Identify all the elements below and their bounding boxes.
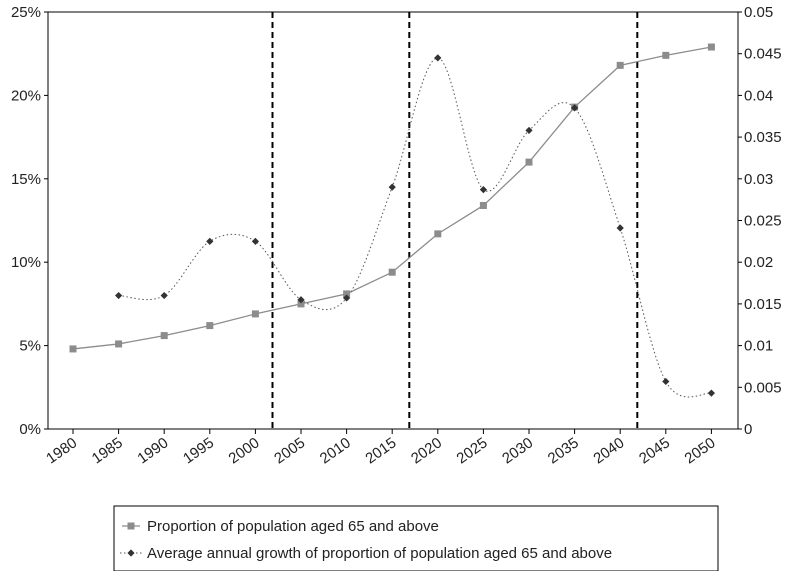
- x-tick-label: 2015: [362, 434, 399, 467]
- series-proportion-marker: [434, 230, 442, 238]
- legend-label-growth: Average annual growth of proportion of p…: [147, 545, 612, 562]
- x-tick-label: 2005: [271, 434, 308, 467]
- x-tick-label: 1990: [134, 434, 171, 467]
- series-growth-marker: [571, 104, 579, 112]
- y-left-tick-label: 10%: [11, 254, 41, 271]
- series-growth-line: [118, 57, 712, 398]
- series-proportion-marker: [388, 268, 396, 276]
- series-growth-marker: [251, 237, 259, 245]
- series-proportion-marker: [69, 345, 77, 353]
- plot-area: 0% 5% 10% 15% 20% 25% 0 0.005 0.01 0.015 0.02 0.025…: [11, 4, 782, 467]
- y-right-tick-label: 0.04: [744, 87, 773, 104]
- x-tick-label: 2040: [590, 434, 627, 467]
- legend-box: [113, 505, 719, 571]
- x-tick-label: 2010: [317, 434, 354, 467]
- x-tick-label: 2000: [226, 434, 263, 467]
- legend-proportion-marker: [127, 522, 135, 530]
- x-tick-label: 2035: [545, 434, 582, 467]
- series-growth-marker: [206, 237, 214, 245]
- series-proportion-marker: [251, 310, 259, 318]
- series-proportion-marker: [479, 201, 487, 209]
- y-right-tick-label: 0.025: [744, 213, 782, 230]
- series-proportion-marker: [662, 51, 670, 59]
- y-left-tick-label: 0%: [19, 421, 41, 438]
- series-growth-marker: [297, 296, 305, 304]
- y-left-tick-label: 20%: [11, 87, 41, 104]
- x-tick-label: 2020: [408, 434, 445, 467]
- y-left-tick-label: 5%: [19, 338, 41, 355]
- series-growth-marker: [616, 224, 624, 232]
- series-proportion-marker: [343, 290, 351, 298]
- y-left-tick-label: 25%: [11, 4, 41, 21]
- series-proportion-marker: [297, 300, 305, 308]
- series-proportion-marker: [115, 340, 123, 348]
- series-proportion-marker: [707, 43, 715, 51]
- legend: Proportion of population aged 65 and abo…: [113, 505, 719, 571]
- x-tick-label: 2030: [499, 434, 536, 467]
- series-proportion-marker: [616, 61, 624, 69]
- legend-growth-marker: [127, 549, 135, 557]
- series-growth-marker: [707, 389, 715, 397]
- x-tick-label: 1980: [43, 434, 80, 467]
- x-tick-label: 1995: [180, 434, 217, 467]
- x-tick-label: 1985: [89, 434, 126, 467]
- series-growth-marker: [343, 294, 351, 302]
- y-right-tick-label: 0.015: [744, 296, 782, 313]
- series-growth-marker: [662, 377, 670, 386]
- y-right-tick-label: 0.035: [744, 129, 782, 146]
- y-right-tick-label: 0.005: [744, 379, 782, 396]
- y-left-tick-label: 15%: [11, 171, 41, 188]
- y-right-tick-label: 0.02: [744, 254, 773, 271]
- series-growth-marker: [525, 126, 533, 135]
- y-right-tick-label: 0.045: [744, 46, 782, 63]
- series-proportion-marker: [160, 332, 168, 340]
- x-tick-label: 2045: [636, 434, 673, 467]
- x-tick-label: 2050: [682, 434, 719, 467]
- x-tick-label: 2025: [454, 434, 491, 467]
- y-right-tick-label: 0: [744, 421, 752, 438]
- series-growth-marker: [388, 183, 396, 191]
- series-proportion-line: [72, 46, 712, 350]
- series-growth-marker: [434, 54, 442, 62]
- series-proportion-marker: [525, 158, 533, 166]
- series-growth-marker: [479, 186, 487, 194]
- series-proportion-marker: [206, 322, 214, 330]
- series-growth-marker: [160, 291, 168, 300]
- y-right-tick-label: 0.01: [744, 338, 773, 355]
- y-right-tick-label: 0.03: [744, 171, 773, 188]
- series-growth-marker: [115, 291, 123, 300]
- plot-frame: [47, 11, 739, 430]
- y-right-tick-label: 0.05: [744, 4, 773, 21]
- legend-label-proportion: Proportion of population aged 65 and abo…: [147, 518, 439, 535]
